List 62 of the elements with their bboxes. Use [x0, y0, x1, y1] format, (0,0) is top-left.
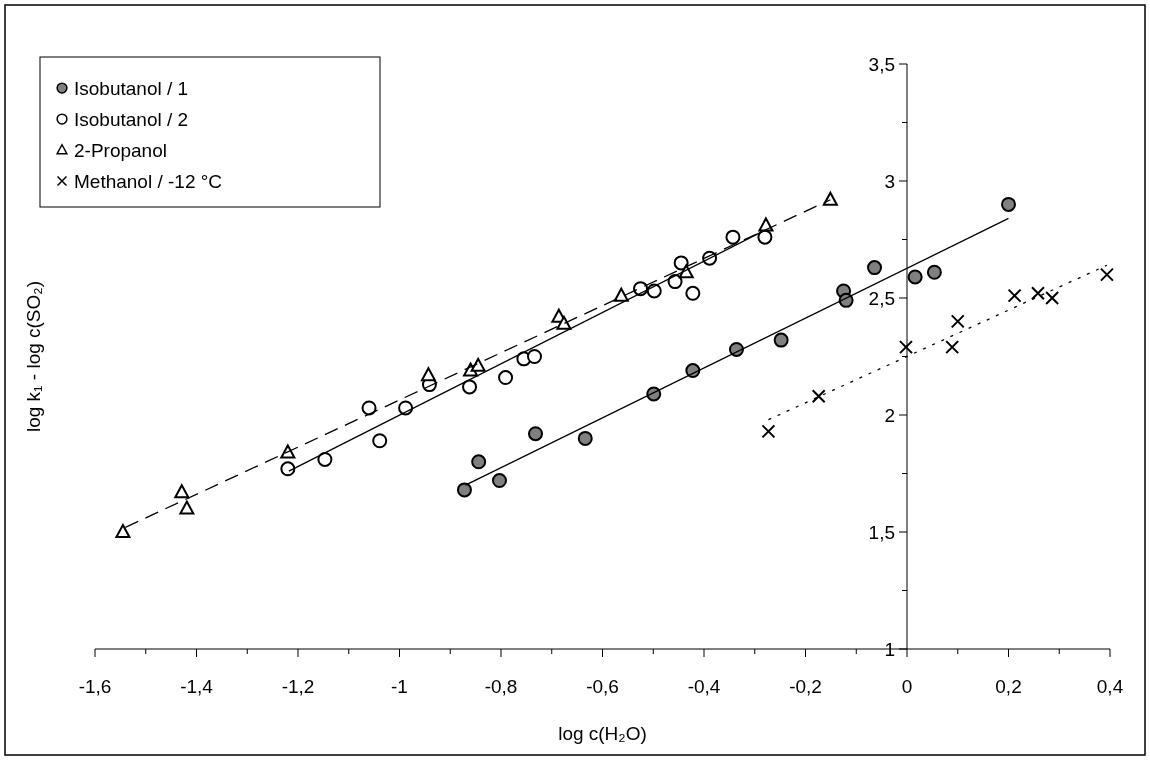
x-tick-label: -0,8 [484, 676, 518, 697]
x-tick-label: -0,2 [789, 676, 822, 697]
point [527, 349, 542, 364]
point [811, 389, 826, 404]
point [491, 473, 507, 489]
point [926, 264, 942, 280]
point [115, 524, 131, 538]
point [1001, 196, 1016, 212]
point [1007, 288, 1022, 303]
y-tick-label: 2,5 [868, 288, 895, 309]
point [613, 287, 629, 302]
legend-label: Isobutanol / 2 [74, 109, 189, 130]
point [470, 357, 486, 372]
point [646, 283, 662, 299]
point [361, 400, 377, 416]
legend-label: Isobutanol / 1 [74, 78, 189, 99]
x-tick-label: -0,4 [687, 676, 721, 697]
point [685, 285, 701, 301]
point [673, 255, 689, 271]
y-tick-label: 1 [884, 639, 895, 660]
point [577, 430, 593, 446]
point [462, 379, 478, 395]
point [179, 500, 195, 515]
point [498, 370, 514, 386]
x-tick-label: -1,2 [281, 676, 315, 697]
x-tick-label: -1 [391, 676, 408, 697]
point [761, 424, 776, 439]
point [174, 484, 190, 499]
point [822, 191, 838, 206]
x-axis-title: log c(H₂O) [558, 723, 647, 744]
x-tick-label: 0 [901, 676, 913, 697]
point [773, 332, 789, 348]
point [317, 451, 333, 467]
point [372, 433, 388, 449]
x-tick-label: -0,6 [586, 676, 619, 697]
point [456, 482, 472, 498]
point [420, 367, 436, 382]
x-tick-label: -1,6 [78, 676, 112, 697]
point [945, 340, 960, 355]
point [1030, 286, 1045, 301]
y-tick-label: 3 [884, 171, 895, 192]
legend-label: 2-Propanol [74, 140, 167, 161]
point [867, 260, 883, 276]
y-tick-label: 1,5 [868, 522, 895, 543]
y-axis-title: log k₁ - log c(SO₂) [23, 280, 44, 433]
point [1099, 267, 1114, 282]
point [907, 269, 923, 285]
point [757, 229, 773, 245]
x-tick-label: 0,4 [1096, 676, 1124, 697]
y-tick-label: 3,5 [868, 54, 895, 75]
point [898, 340, 913, 355]
legend-label: Methanol / -12 °C [74, 171, 223, 192]
point [725, 229, 741, 245]
x-tick-label: 0,2 [995, 676, 1022, 697]
x-tick-label: -1,4 [180, 676, 214, 697]
point [950, 314, 965, 329]
point [528, 426, 544, 442]
point [280, 461, 296, 477]
point [1045, 291, 1060, 305]
point [471, 454, 487, 470]
point [556, 315, 572, 330]
y-tick-label: 2 [884, 405, 895, 426]
